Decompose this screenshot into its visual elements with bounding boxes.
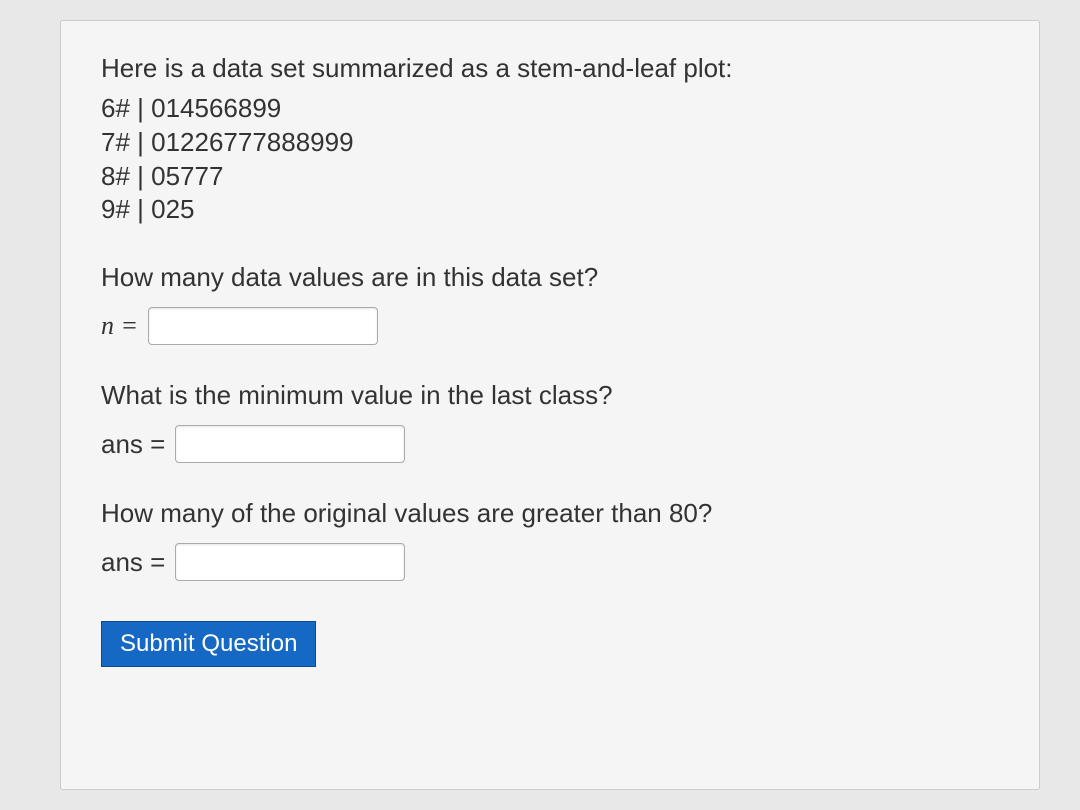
answer-label-0: n = — [101, 311, 138, 341]
answer-input-greater-80[interactable] — [175, 543, 405, 581]
question-intro: Here is a data set summarized as a stem-… — [101, 51, 999, 86]
stem-leaf-row-2: 8# | 05777 — [101, 160, 999, 194]
prompt-section-1: What is the minimum value in the last cl… — [101, 380, 999, 463]
question-panel: Here is a data set summarized as a stem-… — [60, 20, 1040, 790]
prompt-text-1: What is the minimum value in the last cl… — [101, 380, 999, 411]
answer-input-n[interactable] — [148, 307, 378, 345]
answer-row-2: ans = — [101, 543, 999, 581]
answer-label-1: ans = — [101, 429, 165, 460]
answer-label-2: ans = — [101, 547, 165, 578]
prompt-text-2: How many of the original values are grea… — [101, 498, 999, 529]
prompt-section-2: How many of the original values are grea… — [101, 498, 999, 581]
answer-row-0: n = — [101, 307, 999, 345]
answer-input-min[interactable] — [175, 425, 405, 463]
answer-row-1: ans = — [101, 425, 999, 463]
prompt-text-0: How many data values are in this data se… — [101, 262, 999, 293]
stem-leaf-row-3: 9# | 025 — [101, 193, 999, 227]
stem-leaf-row-1: 7# | 01226777888999 — [101, 126, 999, 160]
submit-button[interactable]: Submit Question — [101, 621, 316, 667]
prompt-section-0: How many data values are in this data se… — [101, 262, 999, 345]
stem-leaf-row-0: 6# | 014566899 — [101, 92, 999, 126]
